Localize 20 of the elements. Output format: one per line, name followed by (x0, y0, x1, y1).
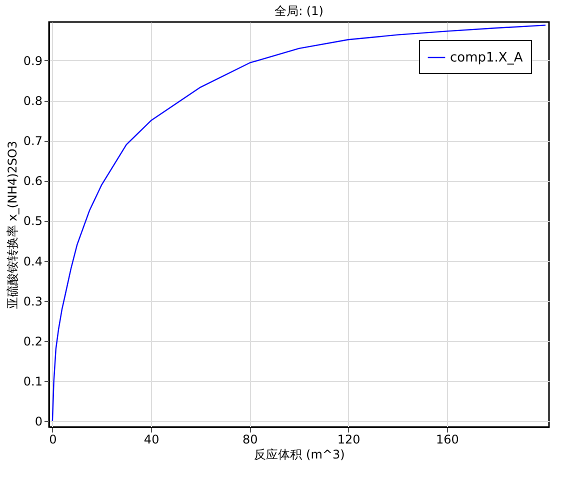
legend-label: comp1.X_A (450, 50, 523, 66)
y-tick-label: 0.3 (23, 294, 42, 308)
y-tick-label: 0.2 (23, 334, 42, 348)
x-tick-label: 40 (144, 432, 160, 446)
y-tick-label: 0.9 (23, 54, 42, 68)
y-tick-label: 0.7 (23, 134, 42, 148)
y-tick-label: 0.4 (23, 254, 42, 268)
y-tick-label: 0.5 (23, 214, 42, 228)
y-axis-title: 亚硫酸铵转换率 x_(NH4)2SO3 (5, 140, 20, 310)
y-tick-label: 0 (34, 414, 42, 428)
x-tick-label: 0 (49, 432, 57, 446)
y-tick-label: 0.8 (23, 94, 42, 108)
line-series (52, 24, 546, 422)
chart-title: 全局: (1) (274, 4, 324, 18)
x-tick-label: 80 (242, 432, 258, 446)
x-axis-title: 反应体积 (m^3) (254, 448, 345, 462)
y-tick-label: 0.1 (23, 374, 42, 388)
x-tick-label: 120 (337, 432, 360, 446)
y-tick-label: 0.6 (23, 174, 42, 188)
x-tick-label: 160 (436, 432, 459, 446)
